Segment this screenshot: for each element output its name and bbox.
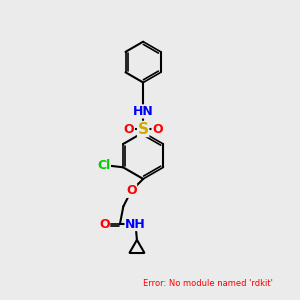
Text: O: O [99,218,110,230]
Text: Error: No module named 'rdkit': Error: No module named 'rdkit' [143,279,273,288]
Text: HN: HN [133,105,154,118]
Text: O: O [126,184,136,197]
Text: NH: NH [125,218,146,230]
Text: O: O [152,122,163,136]
Text: S: S [138,122,149,136]
Text: Cl: Cl [97,158,110,172]
Text: O: O [124,122,134,136]
